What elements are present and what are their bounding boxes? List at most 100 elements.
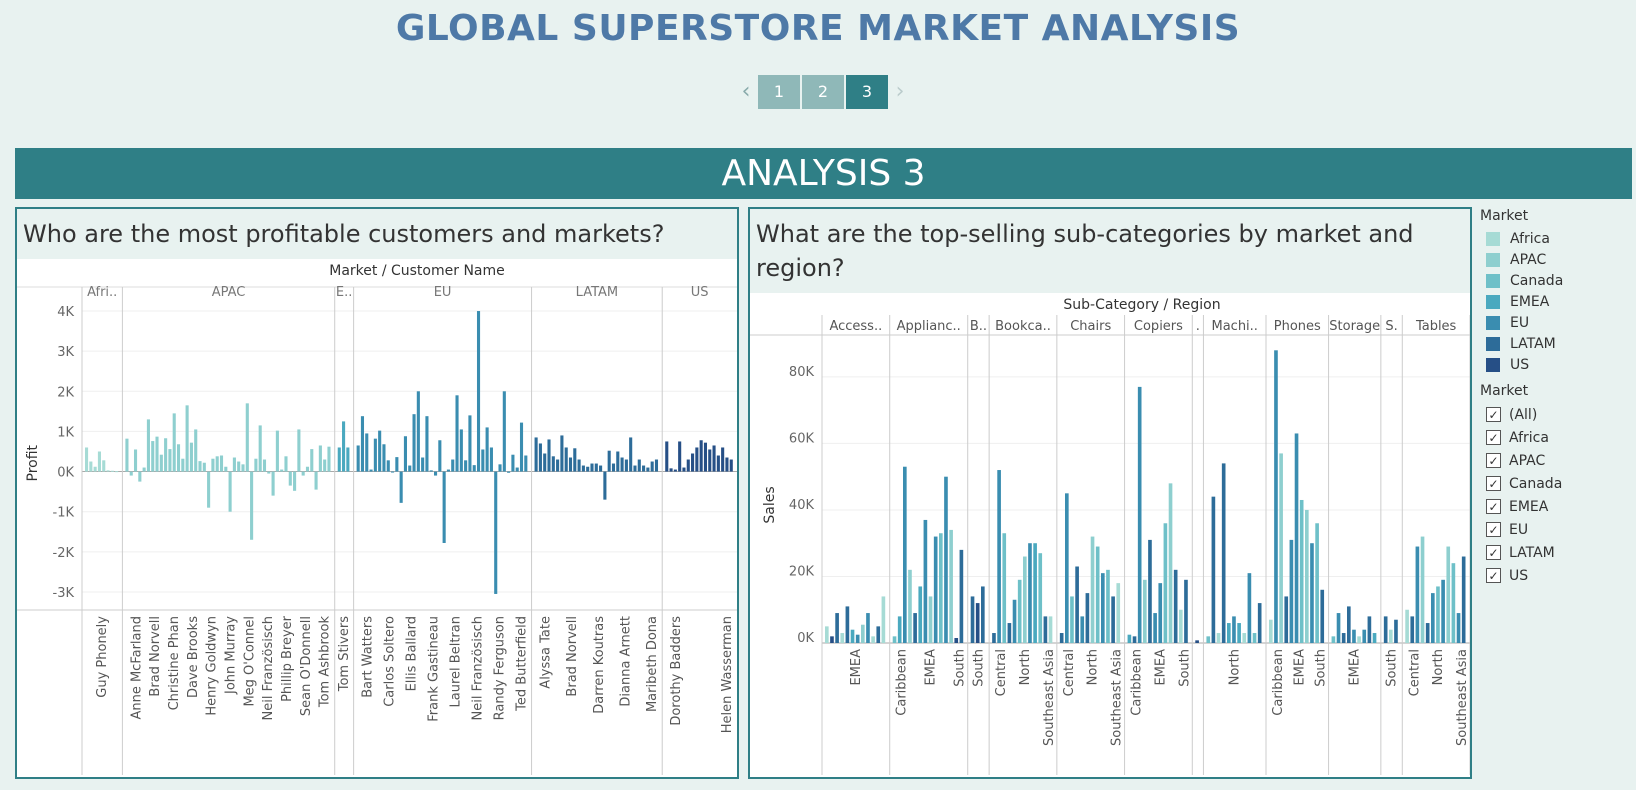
profit-bar bbox=[378, 430, 382, 472]
sales-bar bbox=[1080, 616, 1085, 643]
profit-bar bbox=[725, 457, 729, 472]
customer-label: Carlos Soltero bbox=[383, 616, 398, 707]
filter-option[interactable]: ✓ US bbox=[1480, 564, 1563, 587]
profit-bar bbox=[498, 464, 502, 472]
region-label: Caribbean bbox=[1271, 649, 1286, 716]
next-page-icon[interactable]: › bbox=[895, 79, 905, 104]
checkbox-icon[interactable]: ✓ bbox=[1486, 522, 1501, 537]
sales-bar bbox=[1367, 616, 1372, 643]
y-axis-label: Sales bbox=[762, 486, 778, 523]
sales-bar bbox=[1043, 616, 1048, 643]
page-1-button[interactable]: 1 bbox=[758, 74, 800, 109]
y-tick-label: 0K bbox=[797, 631, 814, 646]
profit-bar bbox=[712, 445, 716, 472]
checkbox-icon[interactable]: ✓ bbox=[1486, 476, 1501, 491]
customer-label: Laurel Beltran bbox=[449, 616, 464, 707]
sales-bar bbox=[1101, 573, 1105, 643]
customer-label: Tom Stivers bbox=[337, 616, 352, 692]
profit-bar bbox=[155, 436, 159, 472]
sales-bar bbox=[903, 466, 907, 643]
y-tick-label: 60K bbox=[789, 431, 815, 446]
profit-bar bbox=[421, 457, 425, 472]
sales-bar bbox=[1173, 569, 1178, 643]
story-pager: ‹ 1 2 3 › bbox=[735, 74, 911, 109]
sales-bar bbox=[1372, 633, 1377, 643]
sales-bar bbox=[1028, 543, 1032, 643]
region-label: South bbox=[953, 649, 968, 687]
profit-bar bbox=[215, 456, 219, 472]
customer-label: Ellis Ballard bbox=[405, 616, 420, 691]
profit-bar bbox=[502, 391, 506, 472]
legend-item: LATAM bbox=[1480, 333, 1563, 354]
profit-bar bbox=[267, 471, 271, 474]
prev-page-icon[interactable]: ‹ bbox=[741, 79, 751, 104]
sales-bar bbox=[1211, 496, 1216, 643]
profit-bar bbox=[403, 436, 408, 472]
profit-bar bbox=[97, 451, 101, 472]
region-label: Southeast Asia bbox=[1455, 649, 1470, 746]
subcategory-header: S. bbox=[1385, 319, 1397, 334]
sales-bar bbox=[866, 613, 870, 643]
sales-bar bbox=[855, 634, 860, 643]
sales-bar bbox=[1221, 463, 1226, 643]
profit-bar bbox=[297, 429, 301, 472]
page-2-button[interactable]: 2 bbox=[802, 74, 844, 109]
profit-bar bbox=[164, 438, 168, 472]
filter-option[interactable]: ✓ Africa bbox=[1480, 426, 1563, 449]
checkbox-icon[interactable]: ✓ bbox=[1486, 430, 1501, 445]
profit-bar bbox=[219, 455, 224, 472]
profit-bar bbox=[590, 463, 594, 472]
region-label: Southeast Asia bbox=[1042, 649, 1057, 746]
customer-label: Maribeth Dona bbox=[645, 616, 660, 712]
profit-bar bbox=[560, 435, 564, 472]
y-tick-label: 3K bbox=[57, 345, 74, 360]
sales-bar bbox=[1163, 523, 1168, 643]
profit-bar bbox=[323, 459, 327, 472]
profit-bar bbox=[721, 447, 725, 472]
profit-bar bbox=[258, 425, 262, 472]
profit-bar bbox=[515, 467, 519, 472]
filter-option[interactable]: ✓ LATAM bbox=[1480, 541, 1563, 564]
sales-bar bbox=[1237, 623, 1241, 643]
profit-bar bbox=[703, 442, 708, 472]
sales-bar bbox=[1320, 589, 1325, 643]
customer-label: John Murray bbox=[224, 616, 239, 695]
customer-label: Ted Butterfield bbox=[515, 616, 530, 712]
legend-item: EU bbox=[1480, 312, 1563, 333]
profit-bar bbox=[620, 457, 624, 472]
subcategory-header: Tables bbox=[1415, 319, 1457, 334]
profit-bar bbox=[110, 470, 114, 472]
checkbox-icon[interactable]: ✓ bbox=[1486, 453, 1501, 468]
profit-bar bbox=[391, 471, 395, 473]
profit-bar bbox=[293, 471, 297, 491]
filter-option[interactable]: ✓ Canada bbox=[1480, 472, 1563, 495]
filter-option[interactable]: ✓ EU bbox=[1480, 518, 1563, 541]
filter-option[interactable]: ✓ (All) bbox=[1480, 403, 1563, 426]
profit-bar bbox=[115, 471, 119, 473]
market-header: E.. bbox=[336, 285, 352, 300]
profit-bar bbox=[211, 458, 215, 472]
filter-option[interactable]: ✓ EMEA bbox=[1480, 495, 1563, 518]
profit-bar bbox=[365, 433, 369, 472]
profit-bar bbox=[250, 471, 254, 540]
customer-label: Guy Phonely bbox=[95, 616, 110, 698]
page-3-button[interactable]: 3 bbox=[846, 74, 888, 109]
sales-bar bbox=[1247, 573, 1252, 643]
y-tick-label: 40K bbox=[789, 498, 815, 513]
sales-bar bbox=[1441, 579, 1445, 643]
profit-bar bbox=[133, 449, 138, 472]
sales-bar bbox=[1168, 483, 1173, 643]
filter-option[interactable]: ✓ APAC bbox=[1480, 449, 1563, 472]
region-label: North bbox=[1086, 649, 1101, 685]
region-label: EMEA bbox=[1348, 649, 1363, 686]
checkbox-icon[interactable]: ✓ bbox=[1486, 545, 1501, 560]
y-tick-label: 4K bbox=[57, 305, 74, 320]
sales-bar bbox=[1232, 616, 1236, 643]
profit-bar bbox=[573, 448, 577, 472]
checkbox-icon[interactable]: ✓ bbox=[1486, 568, 1501, 583]
checkbox-icon[interactable]: ✓ bbox=[1486, 407, 1501, 422]
profit-bar bbox=[181, 458, 185, 472]
sales-bar bbox=[1038, 553, 1043, 643]
checkbox-icon[interactable]: ✓ bbox=[1486, 499, 1501, 514]
sales-bar bbox=[1405, 609, 1409, 643]
